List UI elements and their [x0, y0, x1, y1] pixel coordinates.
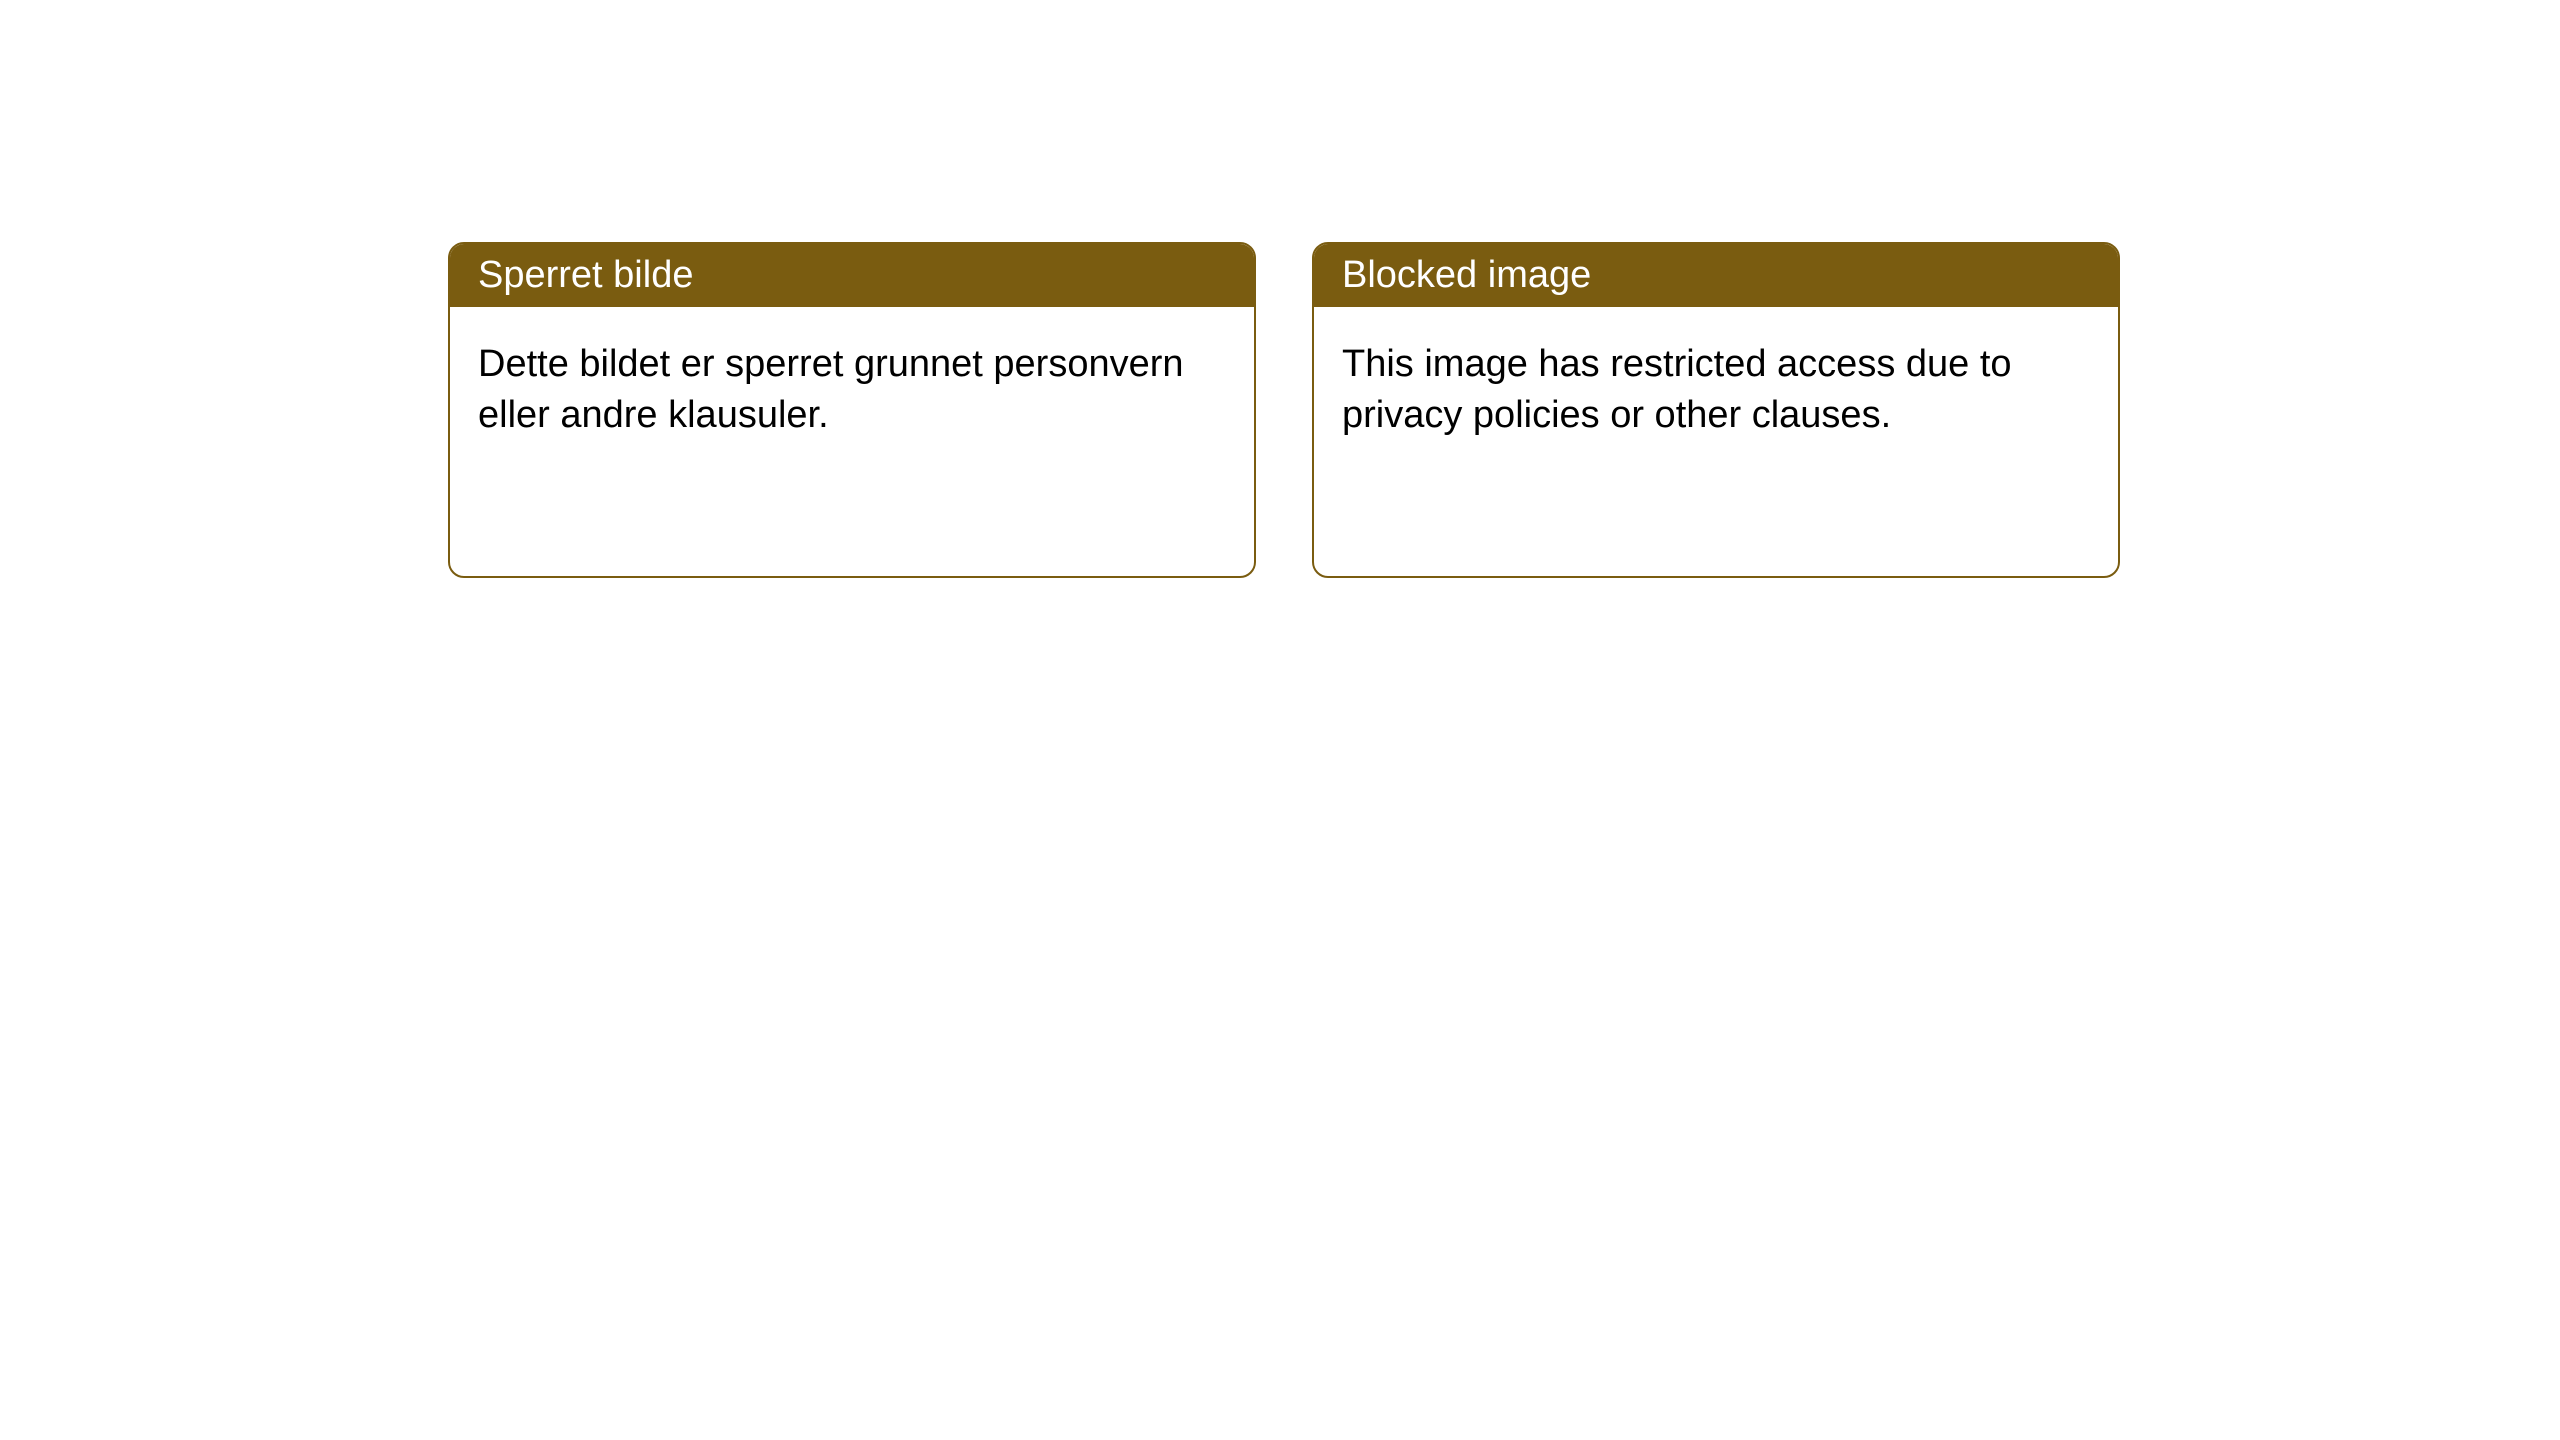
notice-container: Sperret bilde Dette bildet er sperret gr…: [0, 0, 2560, 578]
notice-card-english: Blocked image This image has restricted …: [1312, 242, 2120, 578]
notice-card-norwegian: Sperret bilde Dette bildet er sperret gr…: [448, 242, 1256, 578]
notice-body: Dette bildet er sperret grunnet personve…: [450, 307, 1254, 474]
notice-body: This image has restricted access due to …: [1314, 307, 2118, 474]
notice-header: Sperret bilde: [450, 244, 1254, 307]
notice-header: Blocked image: [1314, 244, 2118, 307]
